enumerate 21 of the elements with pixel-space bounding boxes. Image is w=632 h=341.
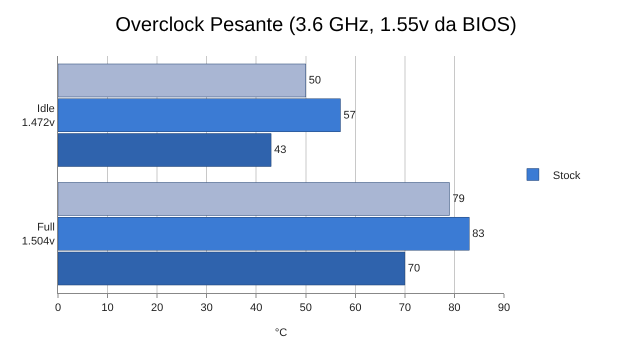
- data-label: 57: [343, 109, 356, 122]
- x-tick-label: 70: [398, 302, 412, 314]
- y-tick-label: Full 1.504v: [22, 221, 56, 248]
- x-tick-label: 20: [150, 302, 164, 314]
- data-label: 70: [408, 262, 420, 275]
- legend-label: Stock: [552, 170, 581, 182]
- x-tick-label: 0: [54, 302, 62, 314]
- x-tick-label: 30: [200, 302, 213, 314]
- x-tick-label: 10: [101, 302, 114, 314]
- chart-title: Overclock Pesante (3.6 GHz, 1.55v da BIOS): [115, 14, 517, 36]
- x-tick-label: 80: [448, 302, 461, 314]
- data-label: 50: [308, 74, 322, 86]
- x-tick-label: 90: [498, 302, 510, 314]
- data-label: 83: [472, 228, 485, 240]
- data-label: 43: [274, 144, 286, 156]
- x-tick-label: 50: [300, 302, 312, 314]
- x-tick-label: 40: [250, 302, 262, 314]
- x-tick-label: 60: [349, 302, 362, 314]
- x-axis-title: °C: [274, 327, 288, 339]
- y-tick-label: Idle 1.472v: [22, 102, 56, 130]
- data-label: 79: [452, 192, 465, 205]
